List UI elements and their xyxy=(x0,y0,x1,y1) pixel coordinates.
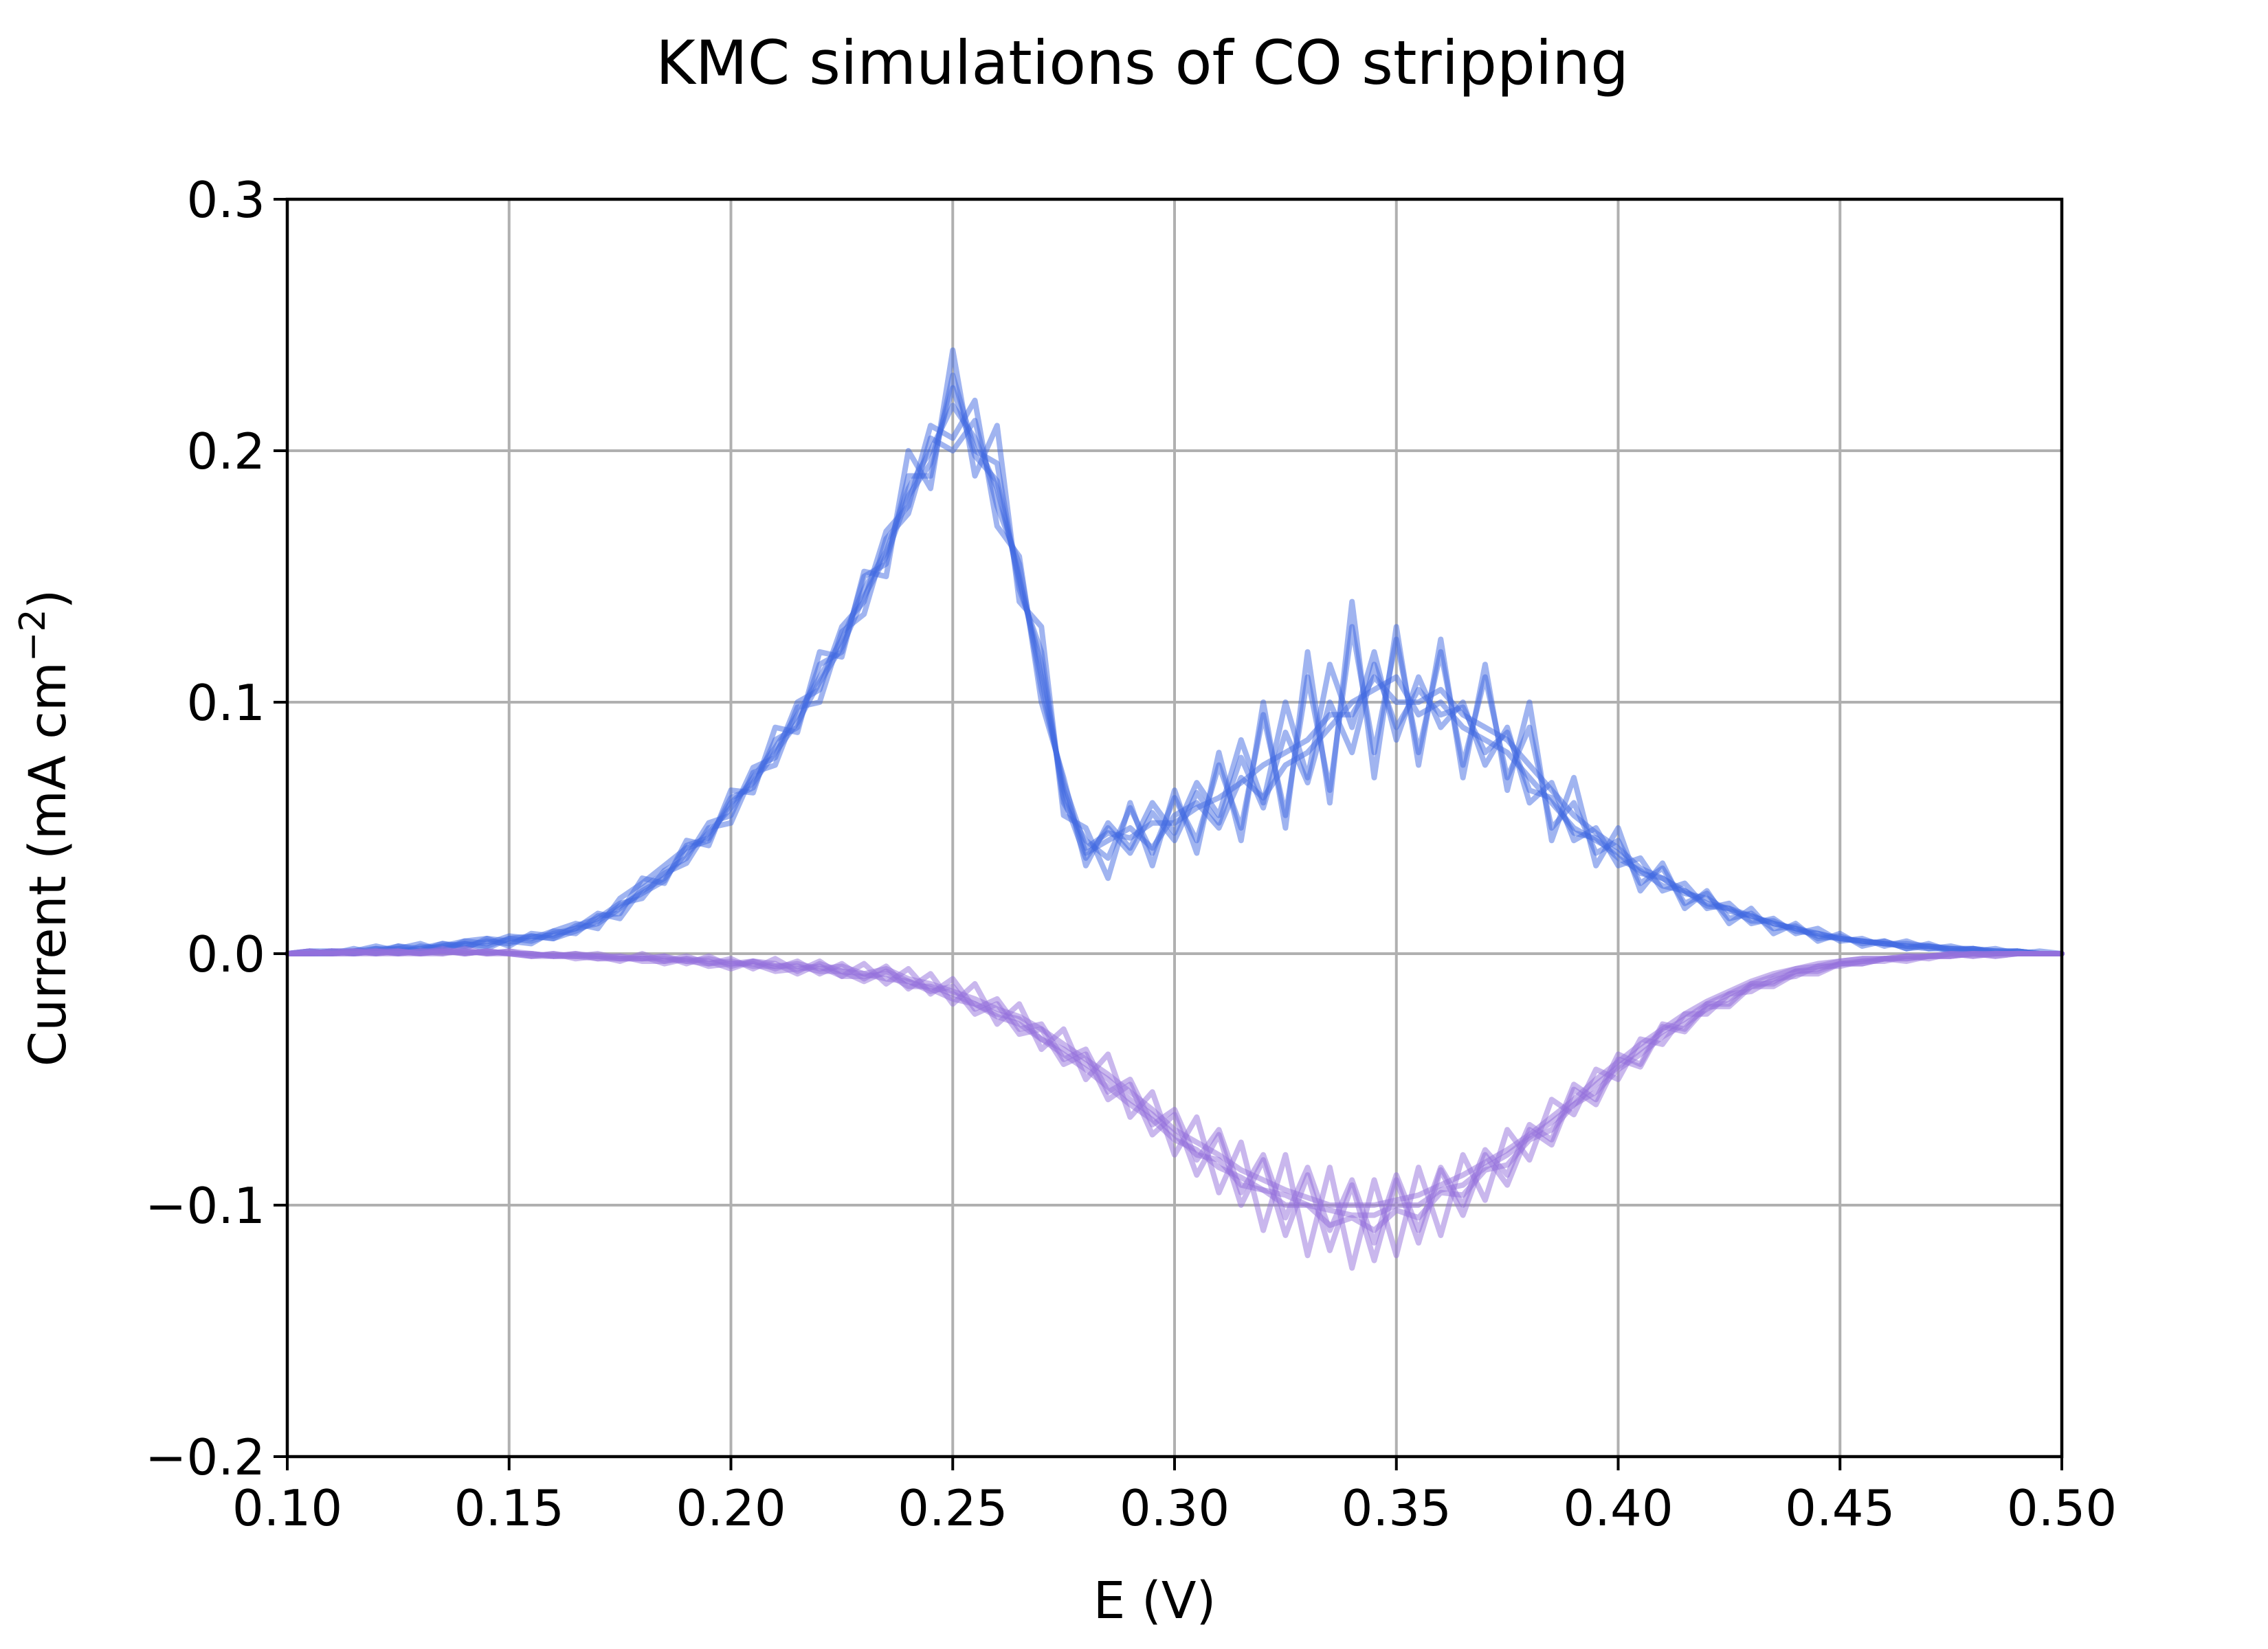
x-tick-label: 0.30 xyxy=(1120,1479,1230,1537)
plot-series xyxy=(285,347,2065,1271)
y-axis-label-exponent: −2 xyxy=(12,609,54,662)
x-tick-label: 0.25 xyxy=(898,1479,1008,1537)
y-tick-label: −0.1 xyxy=(145,1177,265,1235)
anodic-series-5 xyxy=(285,385,2065,956)
x-tick-label: 0.50 xyxy=(2007,1479,2117,1537)
x-tick-label: 0.40 xyxy=(1563,1479,1673,1537)
y-tick-label: 0.3 xyxy=(186,171,265,229)
x-tick-label: 0.10 xyxy=(232,1479,342,1537)
y-tick-label: 0.1 xyxy=(186,674,265,732)
axis-ticks: 0.10 0.15 0.20 0.25 0.30 0.35 0.40 0.45 0.50 −0.2… xyxy=(145,171,2117,1537)
y-tick-label: 0.0 xyxy=(186,926,265,983)
y-axis-label-suffix: ) xyxy=(19,590,78,609)
x-tick-label: 0.35 xyxy=(1342,1479,1452,1537)
plot-frame xyxy=(285,197,2064,1459)
x-tick-label: 0.20 xyxy=(676,1479,786,1537)
y-axis-label-main: Current (mA cm xyxy=(19,662,78,1066)
y-tick-label: 0.2 xyxy=(186,423,265,480)
y-axis-label: Current (mA cm−2) xyxy=(12,590,78,1067)
x-tick-label: 0.15 xyxy=(454,1479,564,1537)
x-tick-label: 0.45 xyxy=(1785,1479,1895,1537)
cathodic-series-11 xyxy=(285,948,2065,1218)
chart-title: KMC simulations of CO stripping xyxy=(656,27,1629,98)
y-tick-label: −0.2 xyxy=(145,1428,265,1486)
x-axis-label: E (V) xyxy=(1093,1571,1216,1630)
